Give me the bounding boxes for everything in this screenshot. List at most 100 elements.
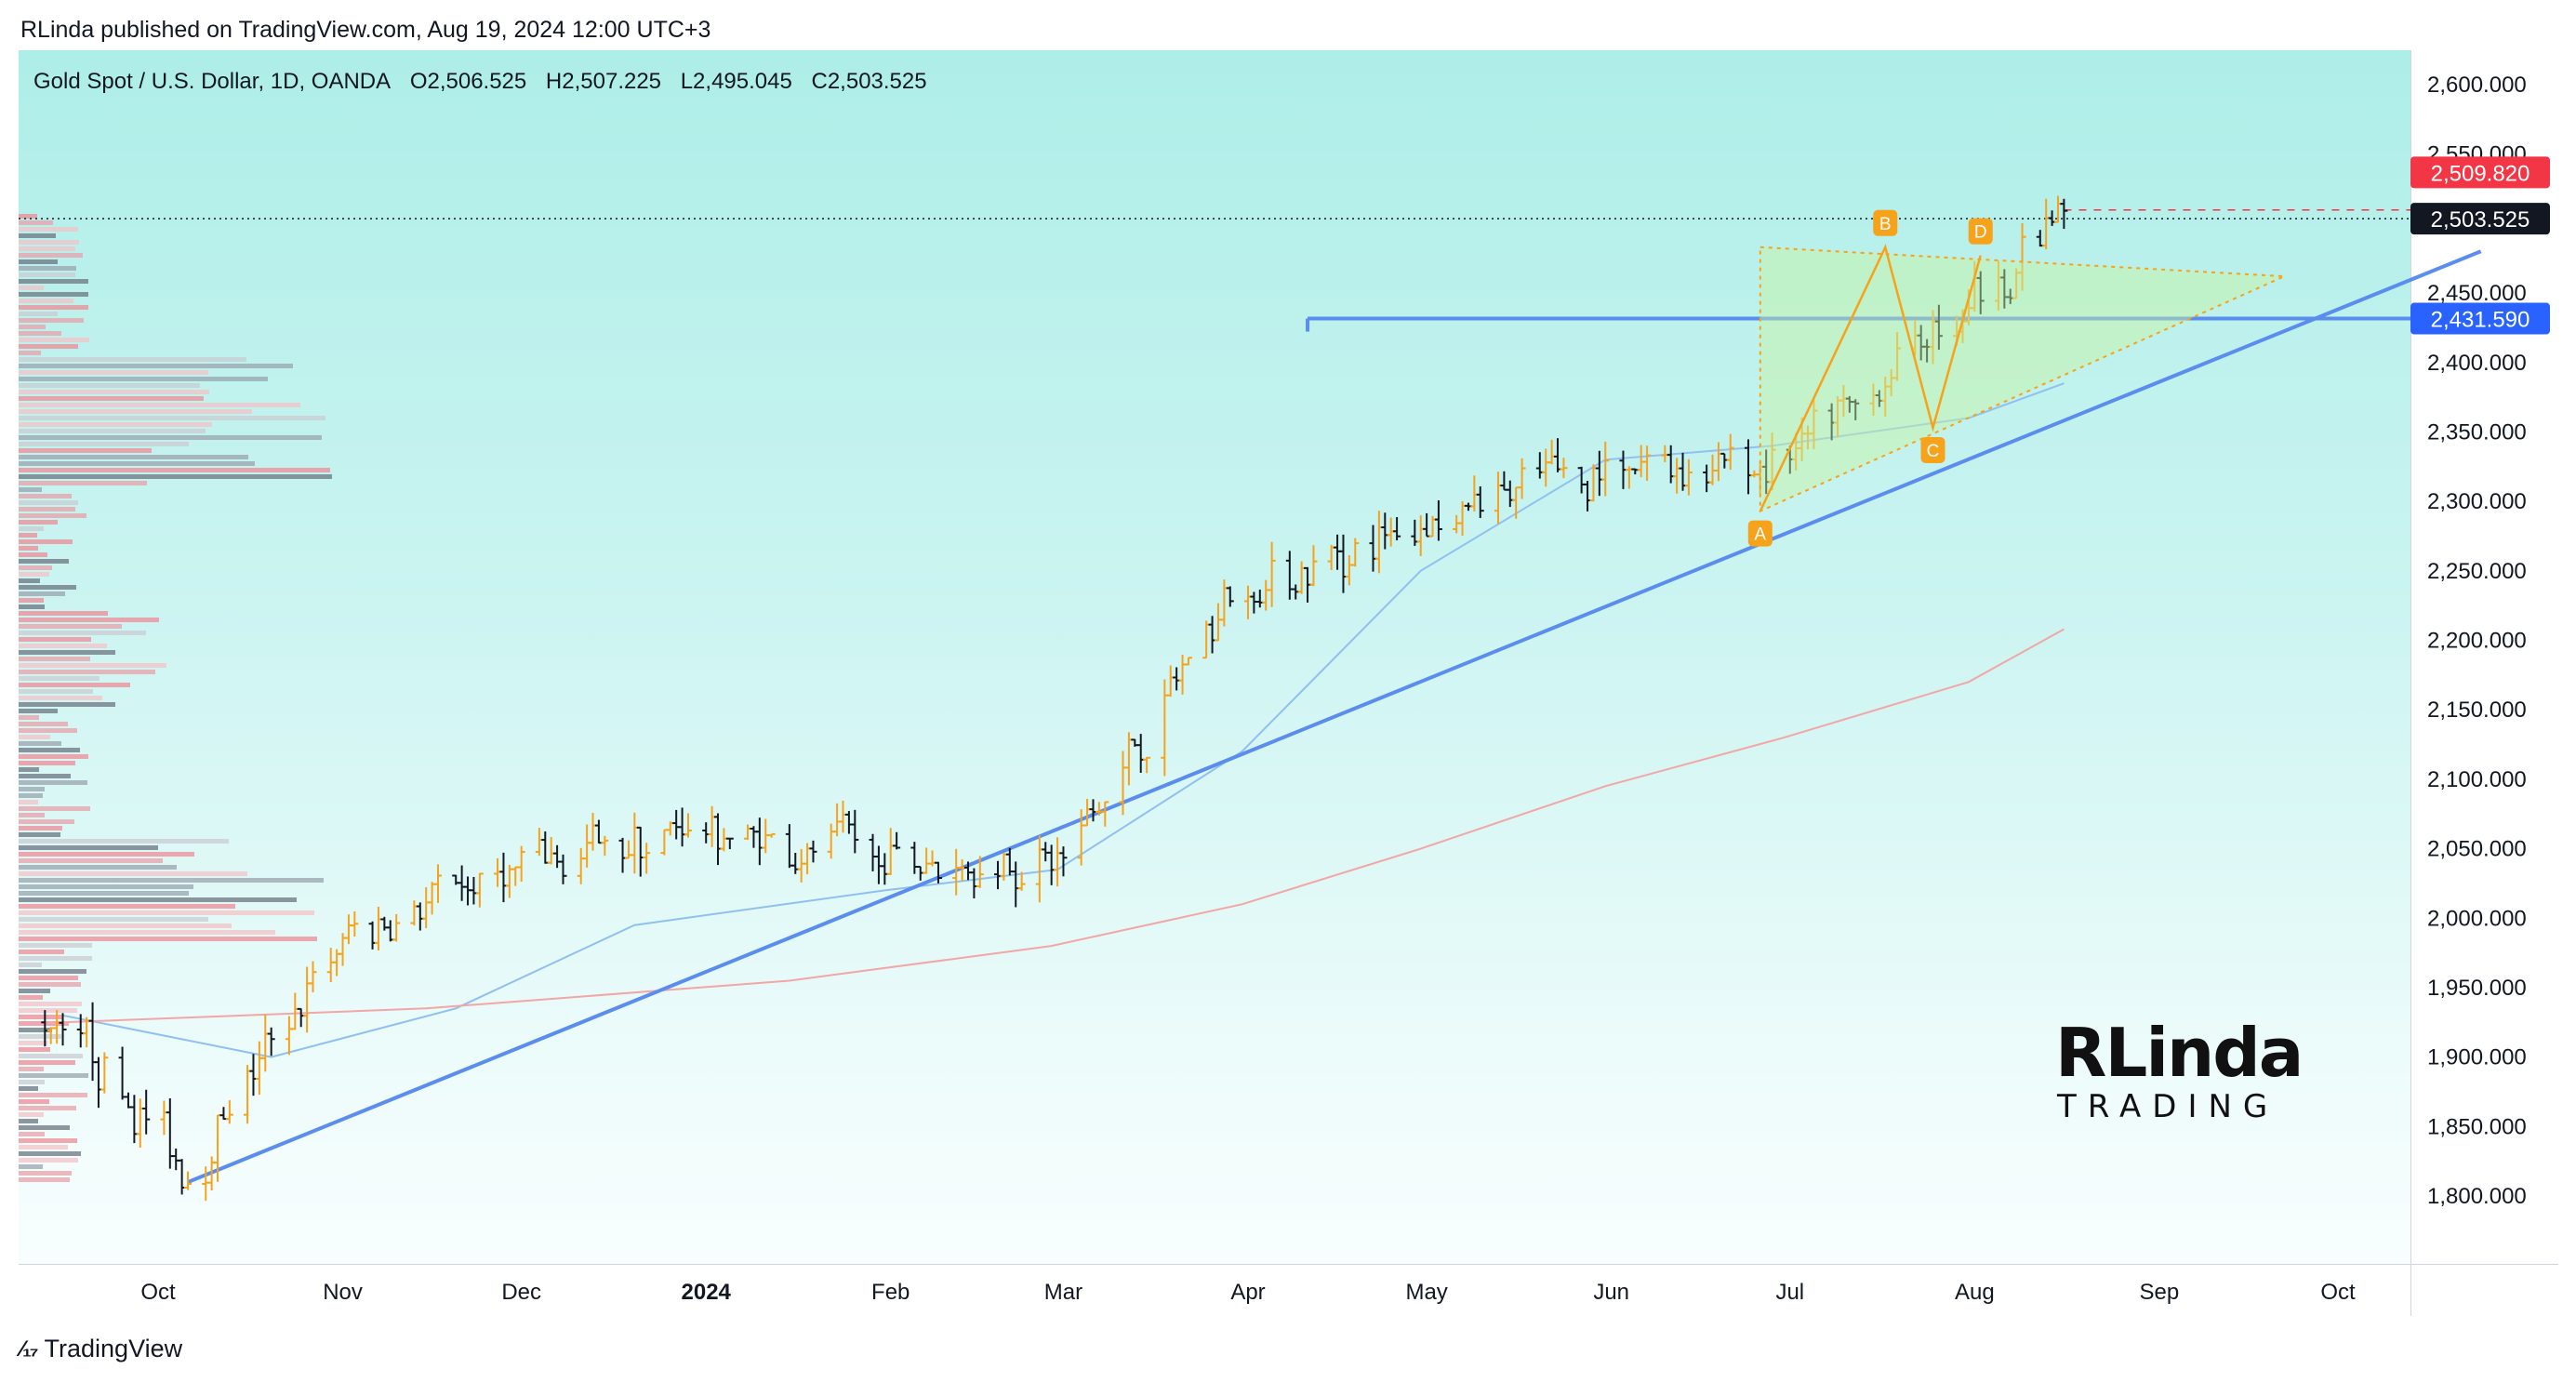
- volume-profile-bar: [19, 429, 206, 433]
- volume-profile-bar: [19, 351, 41, 355]
- volume-profile-bar: [19, 227, 78, 232]
- pattern-point-c-badge: [1920, 436, 1945, 463]
- ma-slow-line: [62, 628, 2065, 1024]
- y-tick-label: 1,850.000: [2427, 1114, 2527, 1139]
- volume-profile-bar: [19, 891, 189, 896]
- volume-profile-bar: [19, 220, 53, 225]
- volume-profile-bar: [19, 448, 152, 453]
- volume-profile-bar: [19, 325, 46, 329]
- volume-profile-bar: [19, 878, 324, 883]
- volume-profile-bar: [19, 1060, 75, 1065]
- volume-profile-bar: [19, 663, 166, 668]
- volume-profile-bar: [19, 214, 37, 219]
- volume-profile-bar: [19, 403, 300, 407]
- volume-profile-bar: [19, 233, 56, 238]
- volume-profile-bar: [19, 299, 73, 303]
- volume-profile-bar: [19, 943, 92, 948]
- legend-open: O2,506.525: [409, 69, 527, 94]
- volume-profile-bar: [19, 272, 75, 277]
- volume-profile-bar: [19, 312, 58, 316]
- volume-profile-bar: [19, 956, 92, 961]
- volume-profile-bar: [19, 494, 72, 498]
- y-tick-label: 1,950.000: [2427, 976, 2527, 1001]
- legend-low: L2,495.045: [680, 69, 792, 94]
- volume-profile-bar: [19, 1151, 81, 1156]
- volume-profile-bar: [19, 618, 159, 622]
- y-tick-label: 2,600.000: [2427, 73, 2527, 98]
- volume-profile-bar: [19, 1125, 70, 1130]
- pattern-point-c-label: C: [1927, 442, 1940, 461]
- volume-profile-bar: [19, 852, 194, 857]
- time-axis[interactable]: [19, 1264, 2410, 1316]
- volume-profile-bar: [19, 780, 87, 785]
- volume-profile-bar: [19, 969, 86, 974]
- volume-profile-bar: [19, 331, 61, 336]
- volume-profile-bar: [19, 1138, 77, 1143]
- tradingview-footer[interactable]: ⁄₁₇ TradingView: [20, 1335, 182, 1363]
- volume-profile-bar: [19, 578, 40, 583]
- volume-profile-bar: [19, 266, 76, 271]
- level-price-badge: [2410, 302, 2550, 335]
- volume-profile-bar: [19, 637, 91, 642]
- volume-profile-bar: [19, 279, 88, 284]
- volume-profile-bar: [19, 1112, 44, 1117]
- volume-profile-bar: [19, 897, 297, 902]
- alert-price-label: 2,509.820: [2431, 161, 2530, 186]
- y-tick-label: 2,300.000: [2427, 489, 2527, 514]
- x-tick-label: May: [1405, 1280, 1447, 1305]
- volume-profile-bar: [19, 455, 248, 459]
- pattern-point-d-label: D: [1974, 223, 1987, 243]
- volume-profile-bar: [19, 474, 332, 479]
- volume-profile-bar: [19, 1119, 38, 1123]
- volume-profile-bar: [19, 259, 58, 264]
- volume-profile-bar: [19, 924, 232, 928]
- volume-profile-bar: [19, 1002, 82, 1006]
- volume-profile-bar: [19, 565, 52, 570]
- volume-profile-bar: [19, 839, 229, 844]
- volume-profile-bar: [19, 533, 37, 538]
- volume-profile-bar: [19, 286, 44, 290]
- volume-profile-bar: [19, 318, 84, 323]
- volume-profile-bar: [19, 1021, 69, 1026]
- volume-profile-bar: [19, 644, 107, 648]
- volume-profile-bar: [19, 559, 69, 564]
- volume-profile-bar: [19, 370, 208, 375]
- last-price-label: 2,503.525: [2431, 207, 2530, 233]
- price-axis[interactable]: [2410, 50, 2558, 1264]
- volume-profile-bar: [19, 1067, 44, 1071]
- footer-brand: TradingView: [44, 1335, 183, 1362]
- volume-profile-bar: [19, 910, 314, 915]
- volume-profile-bar: [19, 989, 50, 993]
- volume-profile-bar: [19, 917, 208, 922]
- pattern-point-d-badge: [1968, 218, 1993, 245]
- volume-profile-bar: [19, 1034, 61, 1039]
- volume-profile-bar: [19, 676, 100, 681]
- volume-profile-bar: [19, 950, 64, 954]
- volume-profile-bar: [19, 422, 212, 427]
- volume-profile-bar: [19, 930, 275, 935]
- x-tick-label: Apr: [1230, 1280, 1265, 1305]
- volume-profile-bar: [19, 344, 78, 349]
- volume-profile-bar: [19, 832, 60, 837]
- volume-profile-bar: [19, 806, 90, 811]
- trendlines: [19, 208, 2482, 1184]
- volume-profile-bar: [19, 539, 73, 544]
- volume-profile-bar: [19, 761, 75, 765]
- volume-profile-bar: [19, 487, 42, 492]
- volume-profile-bar: [19, 976, 78, 980]
- y-tick-label: 2,200.000: [2427, 629, 2527, 654]
- pattern-point-a-badge: [1747, 520, 1773, 547]
- volume-profile-bar: [19, 1177, 70, 1182]
- volume-profile-bar: [19, 754, 88, 759]
- volume-profile-bar: [19, 1015, 62, 1019]
- x-tick-label: Sep: [2140, 1280, 2180, 1305]
- volume-profile-bar: [19, 1073, 88, 1078]
- volume-profile-bar: [19, 963, 42, 967]
- volume-profile-bar: [19, 435, 322, 440]
- volume-profile: [19, 214, 332, 1182]
- y-tick-label: 1,800.000: [2427, 1184, 2527, 1209]
- volume-profile-bar: [19, 1041, 47, 1045]
- volume-profile-bar: [19, 982, 81, 987]
- volume-profile-bar: [19, 461, 255, 466]
- volume-profile-bar: [19, 793, 43, 798]
